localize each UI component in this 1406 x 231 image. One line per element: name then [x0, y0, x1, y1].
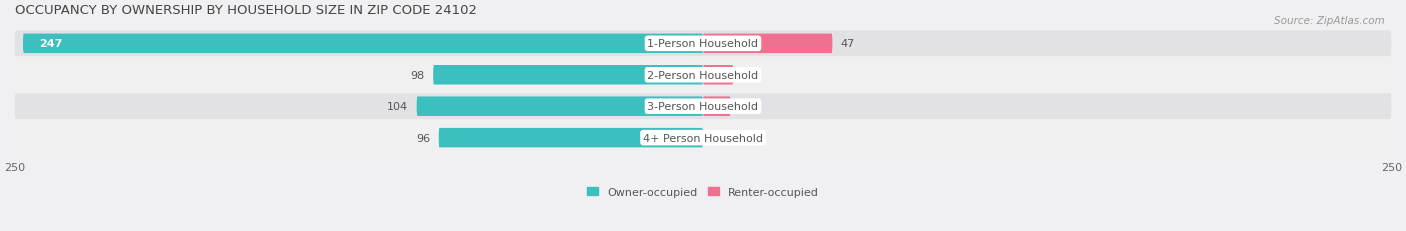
Text: 2-Person Household: 2-Person Household	[647, 70, 759, 80]
Text: 3-Person Household: 3-Person Household	[648, 102, 758, 112]
FancyBboxPatch shape	[703, 97, 731, 116]
Text: 0: 0	[711, 133, 718, 143]
Text: 4+ Person Household: 4+ Person Household	[643, 133, 763, 143]
FancyBboxPatch shape	[14, 63, 1392, 88]
FancyBboxPatch shape	[22, 34, 703, 54]
FancyBboxPatch shape	[416, 97, 703, 116]
FancyBboxPatch shape	[14, 125, 1392, 151]
Text: 10: 10	[738, 102, 752, 112]
FancyBboxPatch shape	[703, 34, 832, 54]
Text: 96: 96	[416, 133, 430, 143]
Text: 98: 98	[411, 70, 425, 80]
Legend: Owner-occupied, Renter-occupied: Owner-occupied, Renter-occupied	[582, 182, 824, 201]
FancyBboxPatch shape	[439, 128, 703, 148]
Text: 47: 47	[841, 39, 855, 49]
Text: Source: ZipAtlas.com: Source: ZipAtlas.com	[1274, 16, 1385, 26]
FancyBboxPatch shape	[14, 31, 1392, 57]
Text: 11: 11	[741, 70, 755, 80]
FancyBboxPatch shape	[433, 66, 703, 85]
FancyBboxPatch shape	[703, 66, 734, 85]
Text: 247: 247	[39, 39, 63, 49]
FancyBboxPatch shape	[14, 94, 1392, 120]
Text: 104: 104	[387, 102, 408, 112]
Text: OCCUPANCY BY OWNERSHIP BY HOUSEHOLD SIZE IN ZIP CODE 24102: OCCUPANCY BY OWNERSHIP BY HOUSEHOLD SIZE…	[14, 4, 477, 17]
Text: 1-Person Household: 1-Person Household	[648, 39, 758, 49]
